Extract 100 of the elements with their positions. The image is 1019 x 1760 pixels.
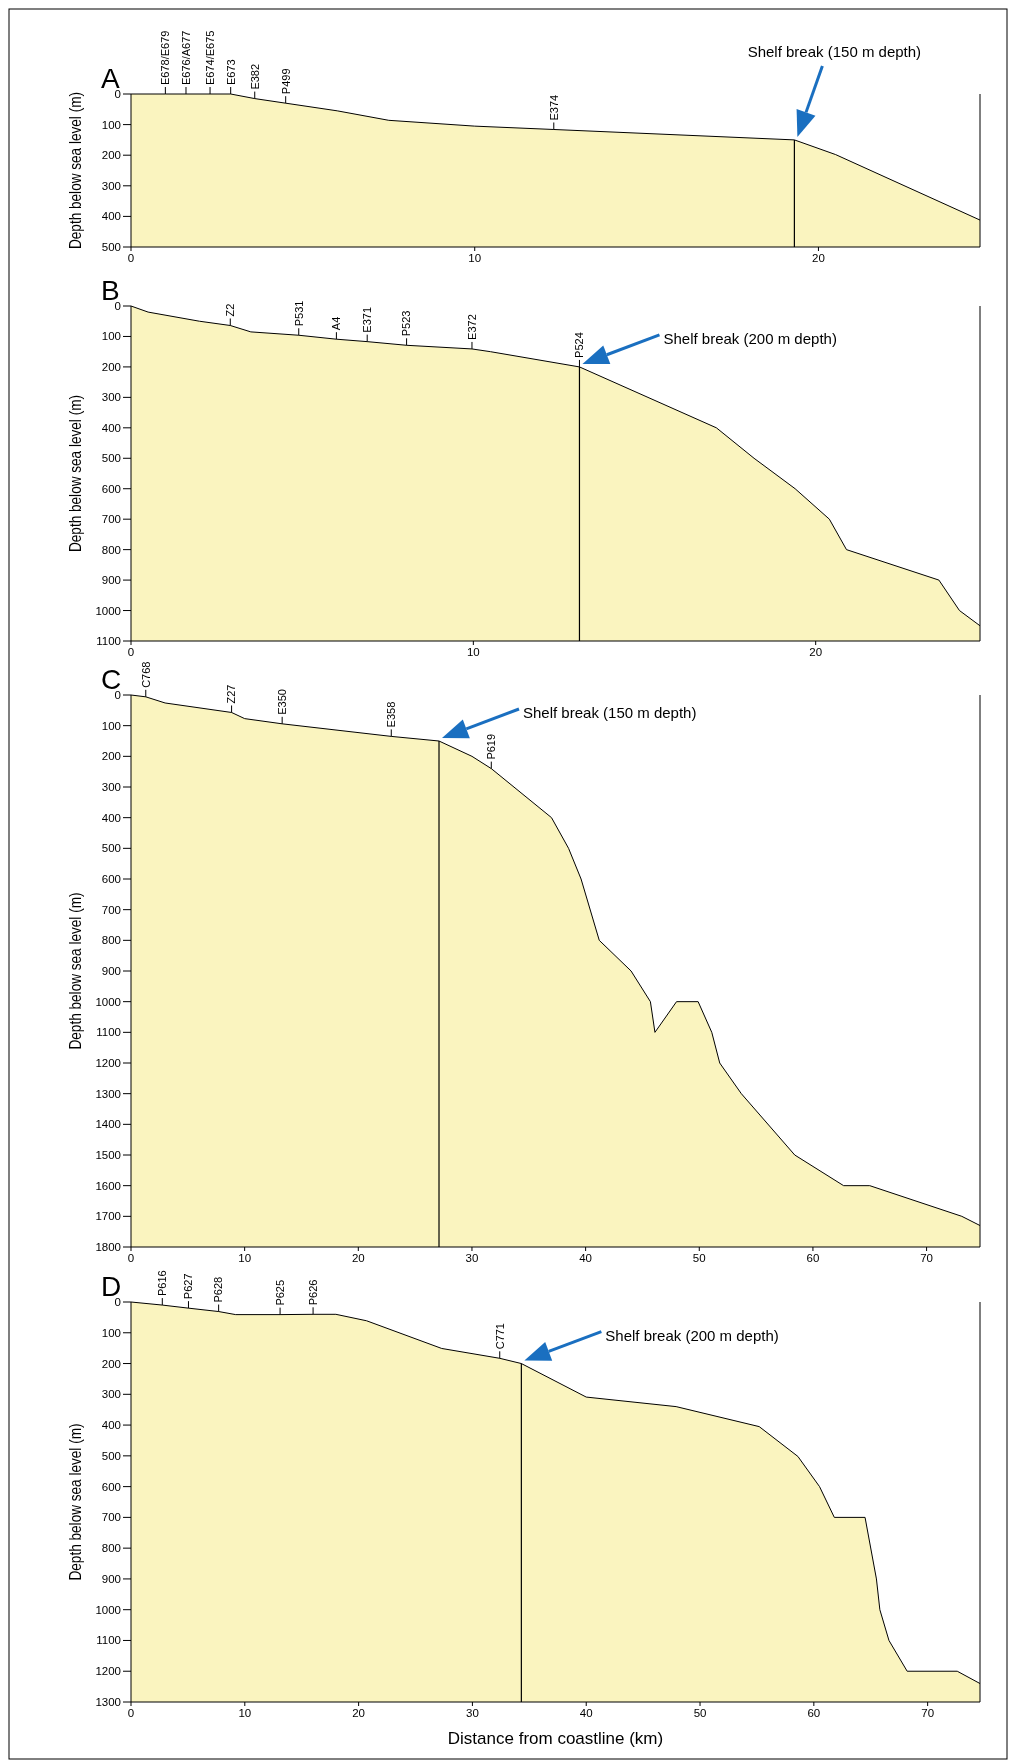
annotation: E678/E679: [159, 30, 172, 85]
ref-line-label: Shelf break (150 m depth): [747, 43, 922, 61]
y-tick-label: 400: [101, 811, 121, 824]
annotation: E674/E675: [203, 30, 216, 85]
y-tick-label: 700: [101, 903, 121, 916]
annotation: E350: [276, 689, 289, 715]
annotation: E382: [248, 63, 261, 90]
annotation: Z2: [224, 303, 237, 317]
y-tick-label: 1000: [95, 995, 121, 1008]
y-tick-label: 100: [101, 1326, 121, 1339]
x-tick-label: 10: [468, 252, 482, 264]
y-tick-label: 1300: [95, 1696, 121, 1709]
y-tick-label: 600: [101, 482, 121, 495]
y-tick-label: 1200: [95, 1057, 121, 1070]
x-tick-label: 50: [692, 1252, 706, 1264]
y-tick-label: 100: [101, 118, 121, 131]
y-tick-label: 900: [101, 1572, 121, 1585]
annotation: P626: [306, 1279, 319, 1306]
x-tick-label: 0: [127, 1707, 135, 1719]
y-tick-label: 0: [114, 88, 121, 101]
x-tick-label: 0: [127, 646, 135, 658]
annotation: P616: [156, 1270, 169, 1297]
annotation: C771: [493, 1323, 506, 1350]
y-tick-label: 300: [101, 179, 121, 192]
annotation: E374: [547, 94, 560, 121]
y-tick-label: 900: [101, 574, 121, 587]
y-tick-label: 1200: [95, 1665, 121, 1678]
x-tick-label: 0: [127, 252, 135, 264]
y-tick-label: 600: [101, 873, 121, 886]
y-tick-label: 400: [101, 210, 121, 223]
x-tick-label: 0: [127, 1252, 135, 1264]
y-tick-label: 200: [101, 149, 121, 162]
y-tick-label: 1100: [96, 1026, 121, 1039]
y-tick-label: 800: [101, 1542, 121, 1555]
x-tick-label: 40: [579, 1252, 593, 1264]
x-tick-label: 20: [352, 1707, 366, 1719]
y-tick-label: 0: [114, 300, 121, 313]
annotation: E372: [465, 314, 478, 340]
x-tick-label: 40: [579, 1707, 593, 1719]
annotation: P531: [292, 300, 305, 327]
y-tick-label: 1100: [96, 1634, 121, 1647]
y-tick-label: 300: [101, 1388, 121, 1401]
y-tick-label: 200: [101, 360, 121, 373]
ref-line-label: Shelf break (200 m depth): [605, 1326, 779, 1344]
x-axis-title: Distance from coastline (km): [447, 1729, 664, 1748]
y-tick-label: 400: [101, 421, 121, 434]
y-tick-label: 1100: [96, 635, 121, 648]
y-tick-label: 500: [101, 1449, 121, 1462]
y-tick-label: 1600: [95, 1179, 121, 1192]
annotation: E371: [361, 306, 374, 333]
annotation: E676/A677: [179, 30, 192, 85]
y-tick-label: 0: [114, 1296, 121, 1309]
y-tick-label: 900: [101, 965, 121, 978]
y-axis-title: Depth below sea level (m): [66, 892, 85, 1050]
y-tick-label: 1400: [95, 1118, 121, 1131]
y-tick-label: 200: [101, 1357, 121, 1370]
annotation: P524: [573, 332, 586, 358]
x-tick-label: 10: [238, 1252, 252, 1264]
annotation: P625: [273, 1279, 286, 1306]
y-tick-label: 500: [101, 842, 121, 855]
x-tick-label: 70: [921, 1707, 935, 1719]
y-tick-label: 200: [101, 750, 121, 763]
y-tick-label: 400: [101, 1419, 121, 1432]
y-tick-label: 1500: [95, 1149, 121, 1162]
annotation: A4: [330, 316, 343, 331]
ref-line-label: Shelf break (150 m depth): [523, 704, 697, 722]
y-tick-label: 1000: [95, 604, 121, 617]
x-tick-label: 30: [465, 1252, 479, 1264]
x-tick-label: 10: [466, 646, 480, 658]
annotation: P619: [485, 733, 498, 760]
y-tick-label: 1700: [95, 1210, 121, 1223]
y-tick-label: 300: [101, 391, 121, 404]
annotation: E358: [385, 701, 398, 728]
x-tick-label: 50: [693, 1707, 707, 1719]
y-tick-label: 800: [101, 934, 121, 947]
x-tick-label: 30: [466, 1707, 479, 1719]
x-tick-label: 20: [812, 252, 825, 264]
y-tick-label: 700: [101, 1511, 121, 1524]
y-tick-label: 1300: [95, 1087, 121, 1100]
y-tick-label: 100: [101, 330, 121, 343]
y-tick-label: 800: [101, 543, 121, 556]
x-tick-label: 70: [920, 1252, 933, 1264]
annotation: Z27: [225, 684, 238, 704]
ref-line-label: Shelf break (200 m depth): [663, 330, 837, 348]
y-tick-label: 500: [101, 452, 121, 465]
y-tick-label: 100: [101, 719, 121, 732]
annotation: E673: [224, 59, 237, 85]
y-tick-label: 0: [114, 689, 121, 702]
y-tick-label: 500: [101, 241, 121, 254]
x-tick-label: 60: [807, 1707, 821, 1719]
y-tick-label: 300: [101, 781, 121, 794]
y-tick-label: 600: [101, 1480, 121, 1493]
annotation: P523: [400, 310, 413, 337]
y-tick-label: 1800: [95, 1241, 121, 1254]
y-tick-label: 1000: [95, 1603, 121, 1616]
y-axis-title: Depth below sea level (m): [66, 394, 85, 552]
x-tick-label: 10: [238, 1707, 252, 1719]
annotation: P499: [279, 68, 292, 95]
annotation: P628: [212, 1276, 225, 1303]
y-axis-title: Depth below sea level (m): [66, 91, 85, 249]
